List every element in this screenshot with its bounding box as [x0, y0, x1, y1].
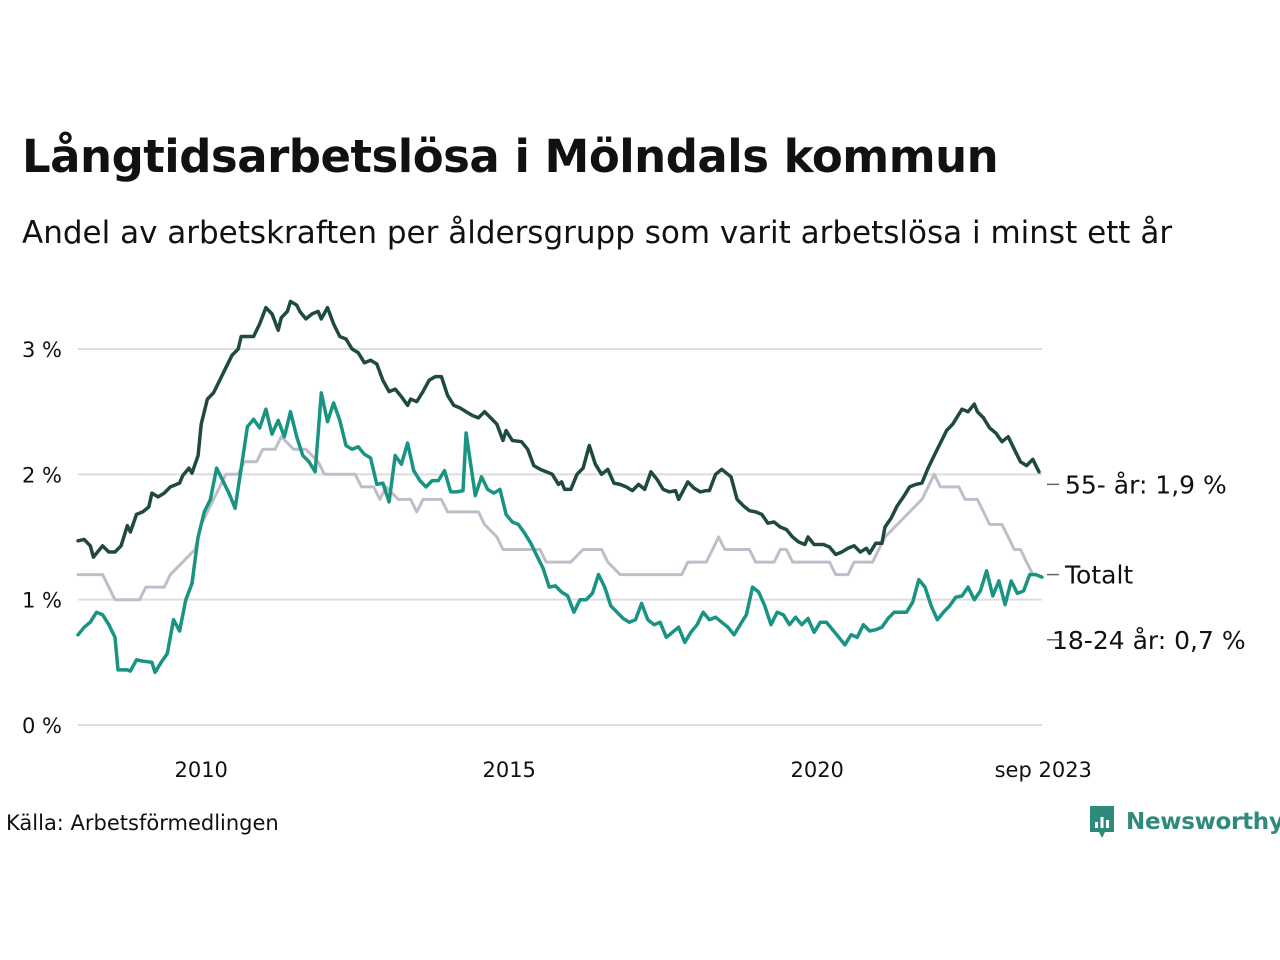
end-labels: Totalt 55- år: 1,9 % 18-24 år: 0,7 % [1047, 470, 1246, 655]
x-axis-ticks: 2010 2015 2020 sep 2023 [174, 758, 1091, 782]
newsworthy-logo: Newsworthy [1088, 804, 1280, 840]
y-tick-label: 0 % [22, 714, 62, 738]
x-tick-label: sep 2023 [995, 758, 1092, 782]
chart-title: Långtidsarbetslösa i Mölndals kommun [22, 130, 999, 183]
line-chart: 0 % 1 % 2 % 3 % 2010 2015 2020 sep 2023 Totalt… [22, 299, 1246, 782]
y-tick-label: 1 % [22, 589, 62, 613]
newsworthy-logo-icon [1090, 806, 1114, 838]
series-line-55-plus [76, 299, 1041, 559]
end-label-2: 18-24 år: 0,7 % [1052, 626, 1246, 655]
series-line-totalt [76, 435, 1035, 602]
end-label-0: Totalt [1064, 561, 1133, 590]
newsworthy-logo-text: Newsworthy [1126, 809, 1280, 835]
y-tick-label: 2 % [22, 463, 62, 487]
y-axis-ticks: 0 % 1 % 2 % 3 % [22, 338, 62, 738]
series-lines [76, 299, 1044, 675]
y-tick-label: 3 % [22, 338, 62, 362]
x-tick-label: 2010 [174, 758, 227, 782]
source-note: Källa: Arbetsförmedlingen [6, 811, 279, 835]
chart-subtitle: Andel av arbetskraften per åldersgrupp s… [22, 215, 1173, 251]
x-tick-label: 2020 [790, 758, 843, 782]
gridlines [78, 348, 1042, 726]
end-label-1: 55- år: 1,9 % [1065, 470, 1227, 499]
x-tick-label: 2015 [482, 758, 535, 782]
series-line-18-24 [76, 391, 1044, 675]
